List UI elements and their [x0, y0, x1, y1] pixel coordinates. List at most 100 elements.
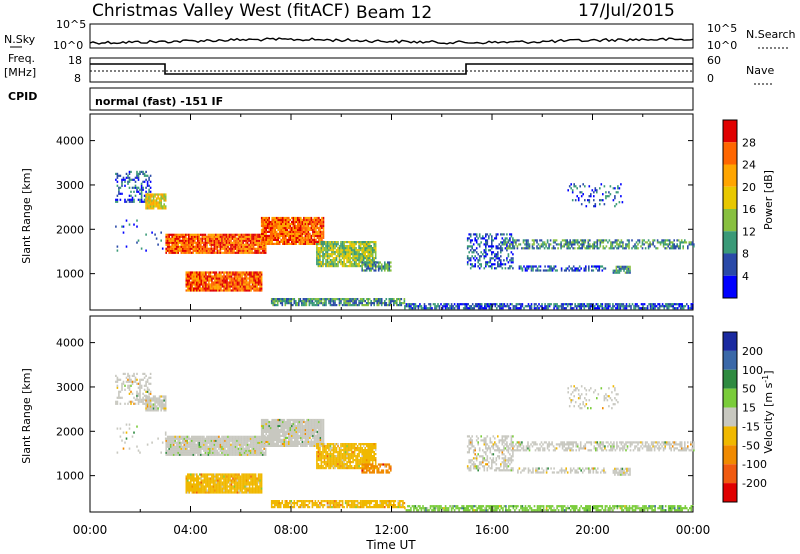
echo-cell	[362, 257, 365, 260]
echo-cell	[319, 251, 321, 254]
echo-cell	[191, 445, 193, 448]
echo-cell	[271, 240, 273, 243]
echo-cell	[313, 218, 316, 222]
echo-cell	[231, 245, 234, 248]
echo-cell	[116, 176, 119, 179]
echo-cell	[531, 243, 534, 246]
echo-cell	[189, 239, 192, 242]
echo-cell	[319, 257, 321, 260]
echo-cell	[263, 424, 266, 428]
echo-cell	[500, 303, 503, 306]
echo-cell	[322, 265, 324, 268]
echo-cell	[288, 226, 290, 230]
echo-cell	[253, 281, 255, 284]
echo-cell	[231, 449, 234, 452]
echo-cell	[202, 283, 204, 286]
echo-cell	[121, 388, 123, 391]
echo-cell	[211, 275, 213, 278]
echo-cell	[187, 273, 189, 276]
echo-cell	[149, 401, 152, 404]
echo-cell	[194, 445, 196, 448]
echo-cell	[370, 259, 372, 262]
echo-cell	[547, 265, 549, 268]
echo-cell	[189, 233, 192, 236]
echo-cell	[253, 275, 255, 278]
echo-cell	[245, 447, 247, 450]
echo-cell	[136, 372, 138, 375]
echo-cell	[245, 271, 248, 274]
echo-cell	[178, 235, 181, 238]
echo-cell	[164, 205, 167, 208]
echo-cell	[343, 302, 345, 305]
echo-cell	[338, 300, 341, 303]
echo-cell	[228, 239, 231, 242]
echo-cell	[178, 447, 181, 450]
echo-cell	[263, 245, 265, 248]
echo-cell	[210, 439, 213, 442]
echo-cell	[597, 265, 599, 268]
echo-cell	[188, 235, 190, 238]
echo-cell	[620, 183, 622, 186]
echo-cell	[265, 222, 267, 226]
echo-cell	[266, 440, 269, 443]
echo-cell	[576, 243, 579, 246]
echo-cell	[196, 273, 198, 276]
echo-cell	[542, 307, 545, 310]
echo-cell	[325, 263, 327, 266]
echo-cell	[139, 386, 141, 389]
echo-cell	[198, 449, 201, 452]
echo-cell	[187, 289, 189, 292]
echo-cell	[236, 443, 238, 446]
echo-cell	[585, 265, 587, 268]
echo-cell	[621, 303, 623, 306]
echo-cell	[274, 226, 276, 230]
echo-cell	[204, 451, 207, 454]
echo-cell	[193, 275, 195, 278]
echo-cell	[183, 235, 186, 238]
echo-cell	[275, 230, 278, 233]
echo-cell	[221, 239, 223, 242]
echo-cell	[261, 449, 264, 452]
echo-cell	[186, 249, 189, 252]
echo-cell	[152, 409, 155, 412]
echo-cell	[475, 235, 478, 238]
echo-cell	[478, 255, 481, 258]
echo-cell	[128, 388, 131, 391]
echo-cell	[509, 245, 511, 248]
echo-cell	[301, 236, 304, 239]
echo-cell	[359, 249, 362, 252]
echo-cell	[617, 243, 620, 246]
colorbar-tick-label: 24	[742, 159, 756, 172]
echo-cell	[322, 226, 325, 230]
echo-cell	[477, 307, 480, 310]
echo-cell	[209, 237, 211, 240]
echo-cell	[188, 237, 190, 240]
echo-cell	[303, 238, 305, 241]
echo-cell	[189, 437, 192, 440]
echo-cell	[540, 245, 543, 248]
echo-cell	[136, 390, 138, 393]
echo-cell	[243, 233, 246, 236]
echo-cell	[611, 241, 614, 244]
echo-cell	[251, 449, 253, 452]
echo-cell	[335, 255, 338, 258]
echo-cell	[219, 249, 222, 252]
echo-cell	[309, 218, 311, 222]
freq-unit: [MHz]	[4, 66, 36, 79]
echo-cell	[341, 255, 344, 258]
echo-cell	[268, 436, 270, 439]
echo-cell	[228, 233, 231, 236]
echo-cell	[292, 220, 295, 224]
echo-cell	[622, 247, 624, 250]
echo-cell	[182, 441, 184, 444]
echo-cell	[549, 239, 552, 242]
echo-cell	[146, 201, 149, 204]
echo-cell	[359, 302, 362, 305]
echo-cell	[575, 269, 578, 272]
echo-cell	[344, 241, 347, 244]
echo-cell	[497, 305, 500, 308]
echo-cell	[227, 245, 229, 248]
echo-cell	[352, 300, 354, 303]
echo-cell	[506, 237, 508, 240]
echo-cell	[371, 265, 374, 268]
